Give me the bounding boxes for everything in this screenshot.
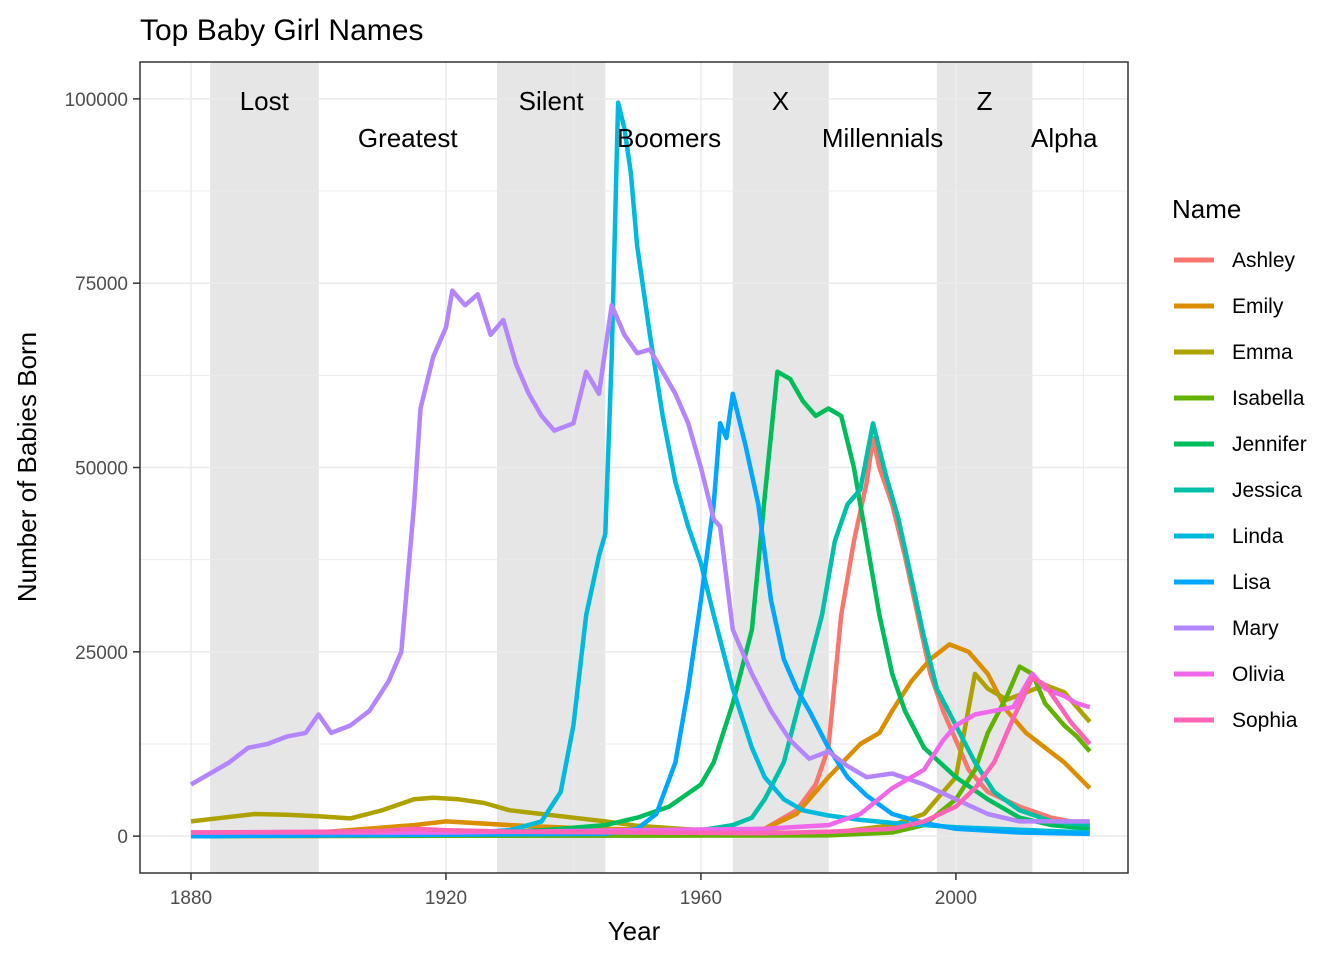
y-tick-label: 100000 [65,90,128,111]
legend-label: Jennifer [1232,433,1307,456]
legend-item-mary: Mary [1174,617,1279,640]
legend-label: Lisa [1232,571,1271,594]
legend-label: Emily [1232,295,1284,318]
legend-label: Mary [1232,617,1279,640]
generation-label-alpha: Alpha [1031,123,1098,153]
y-tick-label: 25000 [75,643,128,664]
series-line-lisa [190,391,1090,839]
x-tick-label: 1920 [425,888,467,909]
x-tick-label: 1880 [170,888,212,909]
y-tick-label: 75000 [75,274,128,295]
legend-item-sophia: Sophia [1174,709,1298,732]
legend-item-emma: Emma [1174,341,1293,364]
legend-item-emily: Emily [1174,295,1284,318]
legend-item-isabella: Isabella [1174,387,1305,410]
y-axis-label: Number of Babies Born [12,332,42,602]
x-axis-label: Year [608,916,661,946]
generation-label-boomers: Boomers [617,123,721,153]
series-line-linda [190,100,1090,839]
generation-labels: Lost Greatest Silent Boomers X Millennials Z Al… [240,86,1098,153]
generation-label-millennials: Millennials [822,123,943,153]
legend-label: Olivia [1232,663,1285,686]
legend-item-lisa: Lisa [1174,571,1271,594]
series-line-isabella [190,664,1092,839]
legend-label: Linda [1232,525,1284,548]
series-line-sophia [190,675,1092,836]
series-line-jessica [190,421,1091,839]
series-line-jennifer [190,369,1091,839]
x-tick-label: 2000 [935,888,977,909]
legend-title: Name [1172,194,1241,224]
series-line-emily [190,642,1092,837]
x-tick-label: 1960 [680,888,722,909]
legend: Name Ashley Emily Emma Isabella Jennifer Jess… [1172,194,1307,732]
legend-label: Emma [1232,341,1293,364]
plot-area: Lost Greatest Silent Boomers X Millennials Z Al… [139,61,1129,874]
legend-item-olivia: Olivia [1174,663,1285,686]
legend-label: Jessica [1232,479,1302,502]
y-tick-label: 0 [117,827,128,848]
legend-item-jennifer: Jennifer [1174,433,1307,456]
series-lines [189,100,1092,839]
legend-label: Isabella [1232,387,1305,410]
legend-item-jessica: Jessica [1174,479,1302,502]
legend-item-linda: Linda [1174,525,1284,548]
legend-item-ashley: Ashley [1174,249,1296,272]
generation-label-x: X [772,86,789,116]
y-axis: 0 25000 50000 75000 100000 [65,90,140,848]
legend-items: Ashley Emily Emma Isabella Jennifer Jessica Li… [1174,249,1307,732]
legend-label: Ashley [1232,249,1296,272]
series-line-mary [189,288,1090,824]
generation-label-greatest: Greatest [358,123,458,153]
legend-label: Sophia [1232,709,1298,732]
generation-label-lost: Lost [240,86,290,116]
generation-label-silent: Silent [519,86,585,116]
generation-label-z: Z [977,86,993,116]
x-axis: 1880 1920 1960 2000 [170,873,977,909]
chart-title: Top Baby Girl Names [140,14,423,47]
y-tick-label: 50000 [75,459,128,480]
